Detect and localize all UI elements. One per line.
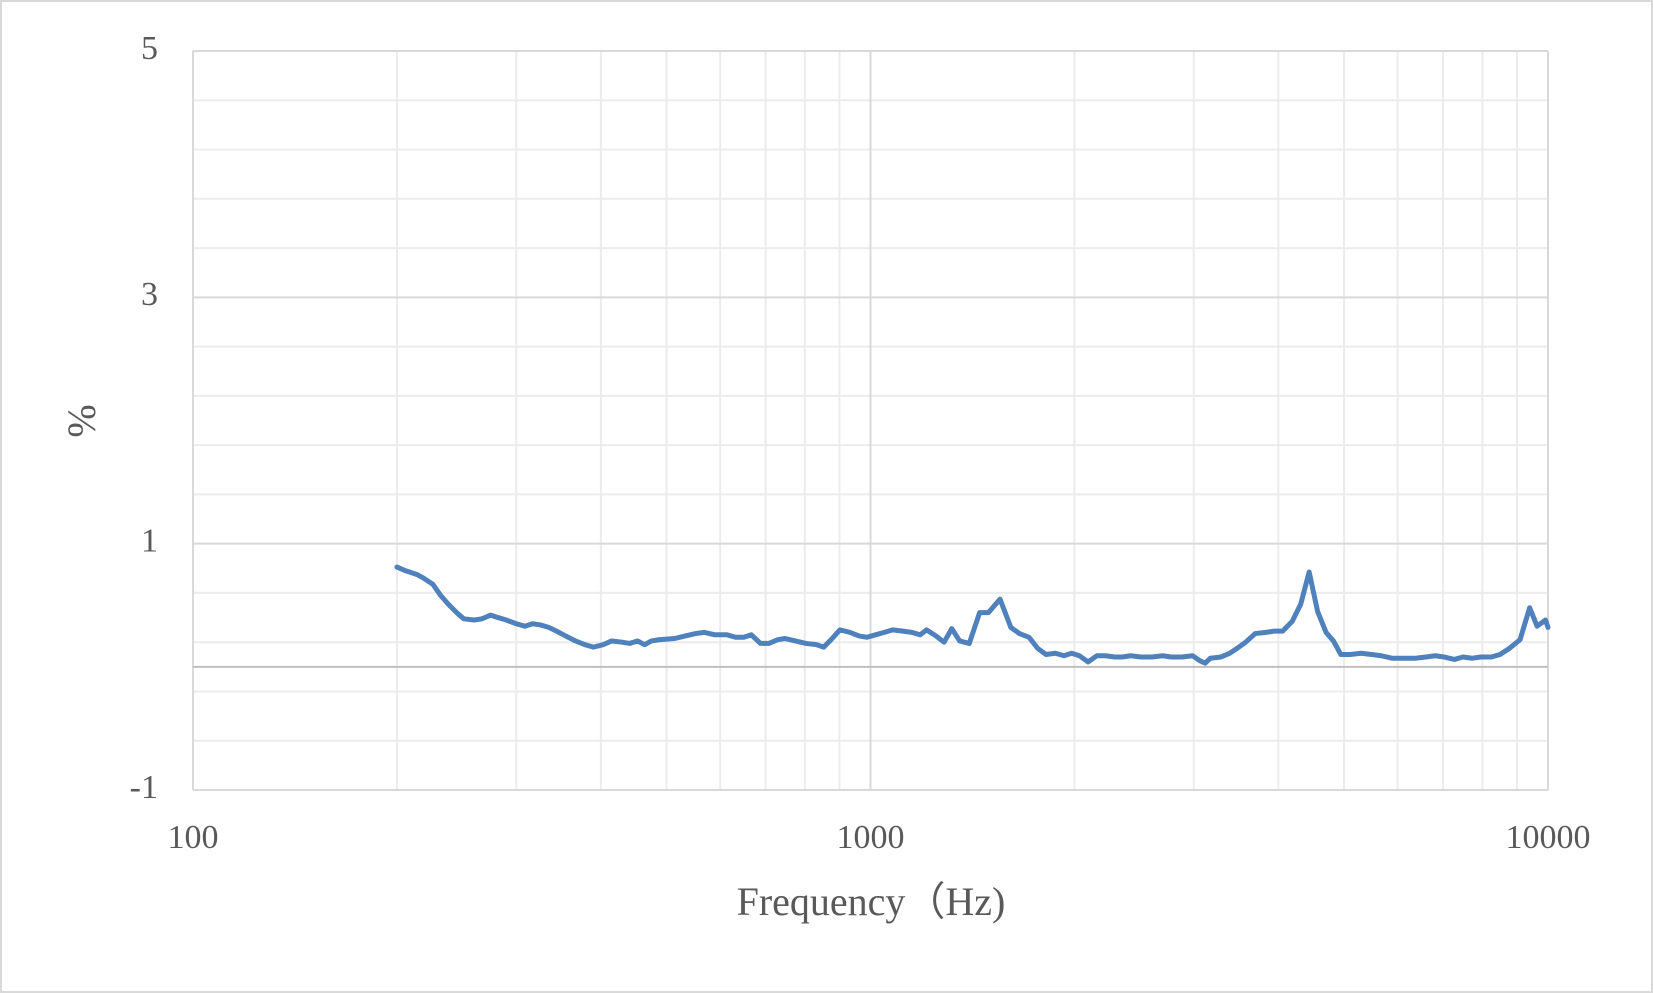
- x-tick-label: 100: [168, 819, 219, 856]
- x-tick-label: 10000: [1506, 819, 1591, 856]
- y-tick-label: 1: [141, 522, 158, 559]
- y-tick-label: 3: [141, 276, 158, 313]
- grid: [192, 50, 1549, 791]
- y-axis-title: %: [59, 404, 104, 437]
- y-tick-label: -1: [130, 769, 158, 806]
- x-tick-label: 1000: [837, 819, 905, 856]
- data-line: [394, 564, 1551, 666]
- x-axis-title: Frequency（Hz): [737, 879, 1006, 924]
- y-tick-label: 5: [141, 30, 158, 67]
